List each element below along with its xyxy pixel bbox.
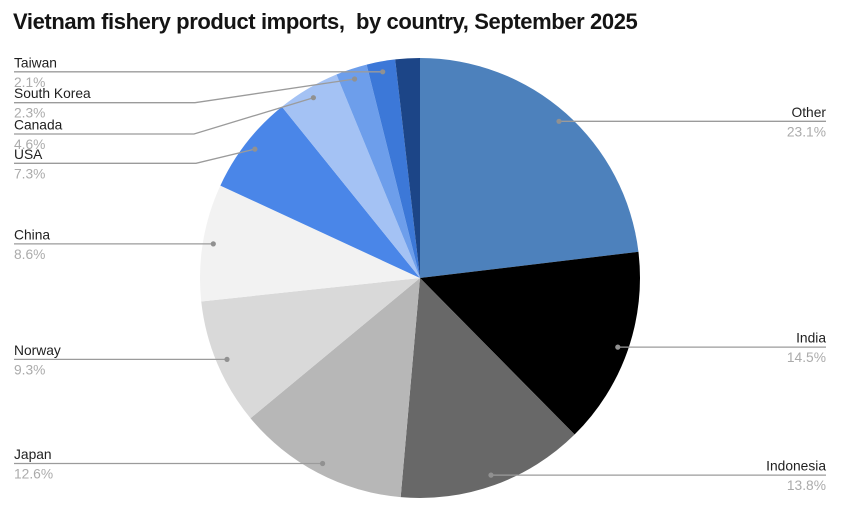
slice-label-value: 2.3% [14,106,45,121]
slice-label-value: 4.6% [14,137,45,152]
slice-label-value: 23.1% [787,124,826,139]
leader-dot [352,76,358,82]
slice-label-name: Indonesia [766,459,826,474]
leader-dot [320,460,326,467]
pie-slice-usa [220,106,420,279]
slice-label-value: 8.6% [14,247,45,262]
leader-dot [380,69,386,75]
leader-line [14,78,355,104]
leader-dot [556,118,562,124]
leader-dot [252,146,258,152]
leader-dot [210,241,216,247]
pie-slice-taiwan [366,59,420,278]
leader-dot [310,95,316,101]
slice-label-value: 9.3% [14,362,45,377]
slice-label-value: 13.8% [787,478,826,493]
slice-label-name: Norway [14,343,61,358]
pie-slice-unlabeled [395,58,420,278]
slice-label-name: South Korea [14,86,91,101]
slice-label-name: Taiwan [14,55,57,70]
pie-slice-japan [250,278,420,498]
chart-title: Vietnam fishery product imports, by coun… [13,9,638,34]
leader-line [14,148,256,164]
pie-slice-south-korea [336,64,420,278]
slice-label-name: Other [791,105,826,120]
slice-label-value: 14.5% [787,350,826,365]
slice-label-name: India [796,331,826,346]
pie-slice-other [420,58,639,278]
slice-label-value: 7.3% [14,166,45,181]
slice-label-name: USA [14,147,43,162]
slice-label-value: 2.1% [14,75,45,90]
leader-dot [488,472,494,478]
pie-slice-indonesia [400,278,575,499]
leader-line [14,97,314,135]
pie-slice-norway [201,278,420,419]
slice-label-name: China [14,227,50,242]
slice-label-name: Japan [14,447,52,462]
leader-dot [224,356,230,362]
slice-label-value: 12.6% [14,467,53,482]
pie-slice-india [420,251,640,435]
pie-slice-china [199,185,420,302]
slice-label-name: Canada [14,118,63,133]
leader-dot [615,344,621,350]
pie-slice-canada [281,74,420,278]
